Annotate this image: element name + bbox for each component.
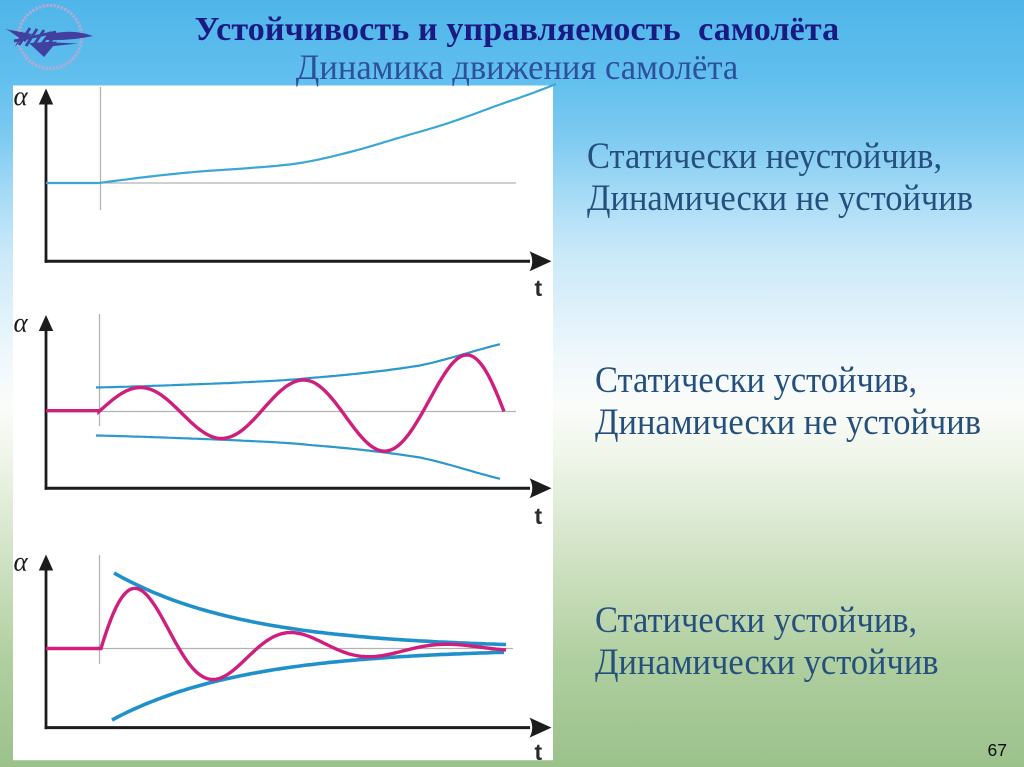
svg-text:t: t xyxy=(535,275,543,301)
svg-text:α: α xyxy=(14,547,29,577)
svg-text:α: α xyxy=(14,81,29,111)
svg-text:α: α xyxy=(14,307,29,337)
svg-text:t: t xyxy=(535,739,543,765)
svg-text:t: t xyxy=(535,503,543,529)
